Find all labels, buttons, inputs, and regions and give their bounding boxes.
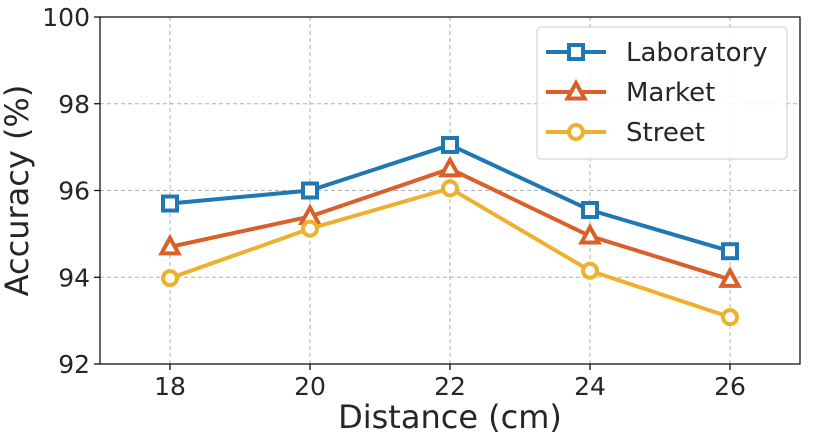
legend-item-market: Market [546,78,715,108]
legend-label: Laboratory [626,38,768,68]
data-point-triangle [158,233,182,256]
legend-box [536,26,788,160]
data-point-circle [721,308,739,327]
data-point-square [301,181,319,200]
x-tick-label: 26 [714,372,746,401]
y-tick-label: 94 [58,263,90,292]
y-tick-label: 100 [42,3,90,32]
y-tick-label: 98 [58,90,90,119]
x-tick-label: 24 [574,372,606,401]
data-point-square [161,194,179,213]
series-market [158,155,742,288]
legend-label: Market [626,78,715,108]
data-point-triangle [438,155,462,178]
x-tick-label: 18 [154,372,186,401]
y-axis-label: Accuracy (%) [0,85,36,297]
data-point-circle [441,179,459,198]
data-point-circle [581,261,599,280]
x-tick-label: 22 [434,372,466,401]
x-axis-label: Distance (cm) [338,398,562,436]
legend-item-street: Street [546,118,705,148]
data-point-circle [301,219,319,238]
legend-swatch-marker [567,43,585,61]
data-point-square [721,242,739,261]
series-layer [158,135,742,327]
series-laboratory [161,135,739,261]
data-point-triangle [578,222,602,245]
y-tick-label: 92 [58,350,90,379]
legend-swatch-marker [567,123,585,141]
legend-label: Street [626,118,705,148]
x-tick-label: 20 [294,372,326,401]
data-point-square [581,201,599,220]
y-axis-ticks: 92 94 96 98 100 [42,3,100,379]
legend-swatch-marker [564,78,588,101]
data-point-circle [161,269,179,288]
legend: Laboratory Market Street [536,26,788,160]
y-tick-label: 96 [58,177,90,206]
legend-item-laboratory: Laboratory [546,38,768,68]
data-point-triangle [718,266,742,288]
series-street [161,179,739,327]
data-point-square [441,135,459,154]
x-axis-ticks: 18 20 22 24 26 [154,364,746,401]
